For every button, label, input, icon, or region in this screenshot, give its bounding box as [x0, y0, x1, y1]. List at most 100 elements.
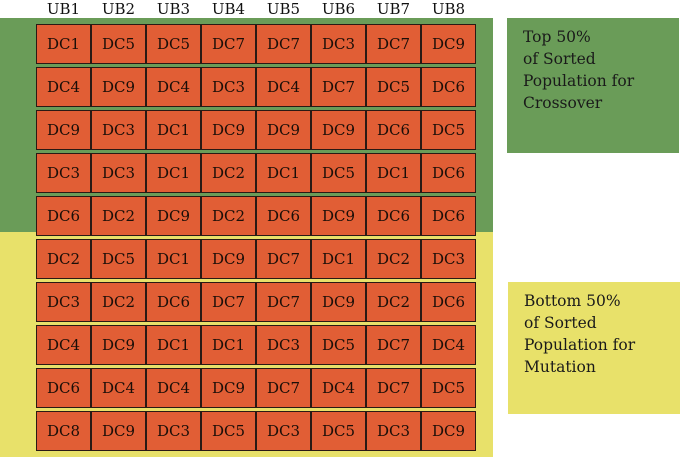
population-row: DC6 DC4 DC4 DC9 DC7 DC4 DC7 DC5 — [36, 366, 476, 409]
gene-cell: DC7 — [201, 23, 256, 64]
gene-cell: DC9 — [91, 324, 146, 365]
column-header: UB8 — [431, 0, 466, 18]
gene-cell: DC4 — [256, 66, 311, 107]
gene-cell: DC1 — [146, 109, 201, 150]
gene-cell: DC1 — [201, 324, 256, 365]
gene-cell: DC4 — [36, 324, 91, 365]
column-header: UB4 — [211, 0, 246, 18]
gene-cell: DC5 — [311, 410, 366, 451]
gene-cell: DC7 — [256, 238, 311, 279]
gene-cell: DC4 — [146, 367, 201, 408]
gene-cell: DC6 — [421, 281, 476, 322]
gene-cell: DC2 — [366, 238, 421, 279]
population-row: DC9 DC3 DC1 DC9 DC9 DC9 DC6 DC5 — [36, 108, 476, 151]
gene-cell: DC1 — [311, 238, 366, 279]
gene-cell: DC2 — [91, 195, 146, 236]
legend-line: Crossover — [523, 94, 603, 112]
gene-cell: DC7 — [366, 367, 421, 408]
column-headers: UB1 UB2 UB3 UB4 UB5 UB6 UB7 UB8 — [36, 0, 476, 18]
column-header: UB1 — [46, 0, 81, 18]
gene-cell: DC2 — [91, 281, 146, 322]
gene-cell: DC9 — [421, 23, 476, 64]
gene-cell: DC6 — [36, 367, 91, 408]
gene-cell: DC1 — [146, 324, 201, 365]
gene-cell: DC3 — [146, 410, 201, 451]
population-row: DC4 DC9 DC4 DC3 DC4 DC7 DC5 DC6 — [36, 65, 476, 108]
gene-cell: DC2 — [36, 238, 91, 279]
legend-line: Population for — [524, 336, 636, 354]
population-row: DC3 DC2 DC6 DC7 DC7 DC9 DC2 DC6 — [36, 280, 476, 323]
gene-cell: DC8 — [36, 410, 91, 451]
gene-cell: DC4 — [91, 367, 146, 408]
gene-cell: DC7 — [256, 281, 311, 322]
gene-cell: DC3 — [311, 23, 366, 64]
gene-cell: DC7 — [366, 23, 421, 64]
gene-cell: DC4 — [36, 66, 91, 107]
gene-cell: DC9 — [421, 410, 476, 451]
gene-cell: DC9 — [311, 195, 366, 236]
gene-cell: DC5 — [91, 238, 146, 279]
gene-cell: DC6 — [256, 195, 311, 236]
gene-cell: DC3 — [91, 109, 146, 150]
gene-cell: DC5 — [311, 324, 366, 365]
column-header: UB2 — [101, 0, 136, 18]
gene-cell: DC6 — [421, 66, 476, 107]
gene-cell: DC5 — [311, 152, 366, 193]
gene-cell: DC7 — [311, 66, 366, 107]
legend-line: Population for — [523, 72, 635, 90]
gene-cell: DC3 — [36, 152, 91, 193]
gene-cell: DC1 — [146, 152, 201, 193]
gene-cell: DC9 — [311, 109, 366, 150]
gene-cell: DC5 — [421, 109, 476, 150]
population-row: DC2 DC5 DC1 DC9 DC7 DC1 DC2 DC3 — [36, 237, 476, 280]
gene-cell: DC5 — [421, 367, 476, 408]
population-row: DC3 DC3 DC1 DC2 DC1 DC5 DC1 DC6 — [36, 151, 476, 194]
gene-cell: DC6 — [421, 195, 476, 236]
column-header: UB3 — [156, 0, 191, 18]
gene-cell: DC9 — [201, 367, 256, 408]
population-row: DC4 DC9 DC1 DC1 DC3 DC5 DC7 DC4 — [36, 323, 476, 366]
population-row: DC1 DC5 DC5 DC7 DC7 DC3 DC7 DC9 — [36, 22, 476, 65]
gene-cell: DC1 — [36, 23, 91, 64]
gene-cell: DC6 — [366, 195, 421, 236]
gene-cell: DC1 — [366, 152, 421, 193]
gene-cell: DC9 — [91, 66, 146, 107]
gene-cell: DC3 — [366, 410, 421, 451]
gene-cell: DC5 — [91, 23, 146, 64]
gene-cell: DC9 — [91, 410, 146, 451]
gene-cell: DC6 — [146, 281, 201, 322]
gene-cell: DC3 — [256, 324, 311, 365]
gene-cell: DC3 — [91, 152, 146, 193]
gene-cell: DC5 — [366, 66, 421, 107]
gene-cell: DC6 — [421, 152, 476, 193]
column-header: UB6 — [321, 0, 356, 18]
gene-cell: DC9 — [146, 195, 201, 236]
population-grid: DC1 DC5 DC5 DC7 DC7 DC3 DC7 DC9 DC4 DC9 DC4 DC3 DC4 D… — [36, 22, 476, 452]
legend-line: Bottom 50% — [524, 292, 621, 310]
gene-cell: DC6 — [366, 109, 421, 150]
legend-line: of Sorted — [524, 314, 597, 332]
gene-cell: DC7 — [366, 324, 421, 365]
gene-cell: DC3 — [36, 281, 91, 322]
gene-cell: DC4 — [146, 66, 201, 107]
mutation-legend: Bottom 50% of Sorted Population for Muta… — [508, 282, 680, 414]
gene-cell: DC1 — [256, 152, 311, 193]
population-row: DC6 DC2 DC9 DC2 DC6 DC9 DC6 DC6 — [36, 194, 476, 237]
gene-cell: DC3 — [421, 238, 476, 279]
gene-cell: DC2 — [201, 152, 256, 193]
gene-cell: DC9 — [201, 238, 256, 279]
gene-cell: DC1 — [146, 238, 201, 279]
gene-cell: DC9 — [36, 109, 91, 150]
legend-line: Top 50% — [523, 28, 591, 46]
legend-line: Mutation — [524, 358, 596, 376]
gene-cell: DC3 — [256, 410, 311, 451]
gene-cell: DC5 — [201, 410, 256, 451]
gene-cell: DC7 — [201, 281, 256, 322]
gene-cell: DC4 — [311, 367, 366, 408]
gene-cell: DC6 — [36, 195, 91, 236]
population-row: DC8 DC9 DC3 DC5 DC3 DC5 DC3 DC9 — [36, 409, 476, 452]
gene-cell: DC5 — [146, 23, 201, 64]
gene-cell: DC2 — [366, 281, 421, 322]
gene-cell: DC9 — [256, 109, 311, 150]
gene-cell: DC9 — [311, 281, 366, 322]
